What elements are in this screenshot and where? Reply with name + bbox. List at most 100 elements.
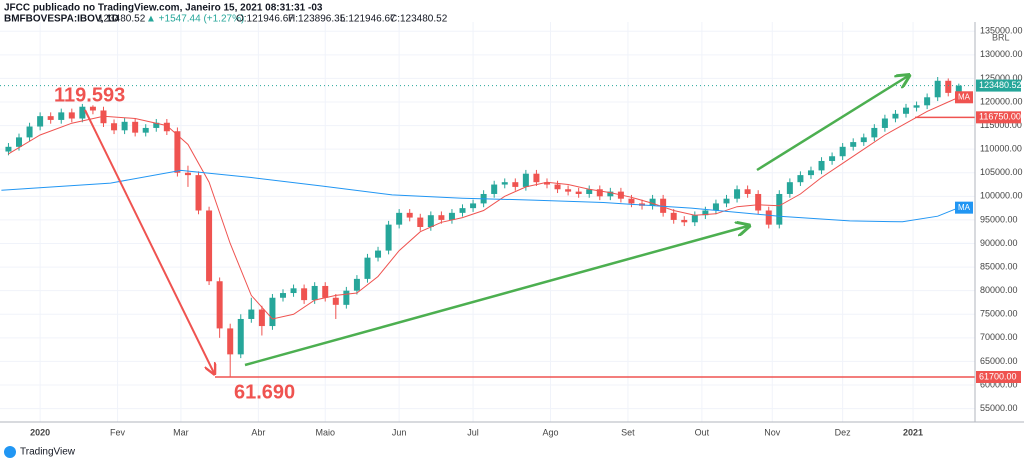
candle-body bbox=[290, 288, 297, 294]
candle-body bbox=[385, 224, 392, 251]
candle-body bbox=[670, 212, 677, 220]
candle-body bbox=[522, 173, 529, 187]
candle-body bbox=[79, 106, 86, 119]
candle-body bbox=[955, 85, 962, 93]
candle-body bbox=[786, 182, 793, 194]
x-tick-label: Set bbox=[621, 427, 635, 437]
x-tick-label: 2021 bbox=[903, 427, 923, 437]
candle-body bbox=[343, 290, 350, 305]
candle-body bbox=[723, 198, 730, 204]
y-tick-label: 55000.00 bbox=[980, 403, 1018, 413]
publisher: JFCC publicado no TradingView.com, Janei… bbox=[4, 3, 323, 14]
y-tick-label: 75000.00 bbox=[980, 309, 1018, 319]
candle-body bbox=[892, 113, 899, 119]
ohlc: H:123896.35 bbox=[288, 14, 346, 25]
candle-body bbox=[501, 182, 508, 185]
ohlc: C:123480.52 bbox=[390, 14, 448, 25]
ohlc: L:121946.67 bbox=[340, 14, 396, 25]
arrow bbox=[756, 76, 908, 172]
candle-body bbox=[58, 112, 65, 120]
y-tick-label: 120000.00 bbox=[980, 96, 1023, 106]
candle-body bbox=[311, 285, 318, 301]
candle-body bbox=[100, 110, 107, 124]
candle-body bbox=[68, 112, 75, 119]
y-tick-label: 135000.00 bbox=[980, 26, 1023, 36]
badge-label: 123480.52 bbox=[979, 80, 1022, 90]
ma-badge bbox=[955, 91, 973, 104]
last: 123480.52 bbox=[98, 14, 146, 25]
price-badge bbox=[976, 371, 1021, 383]
badge-label: 61700.00 bbox=[979, 371, 1017, 381]
candle-body bbox=[881, 118, 888, 128]
candle-body bbox=[396, 212, 403, 225]
candle-body bbox=[554, 184, 561, 190]
candle-body bbox=[258, 309, 265, 327]
candle-body bbox=[712, 203, 719, 211]
candle-body bbox=[448, 212, 455, 220]
y-tick-label: 125000.00 bbox=[980, 73, 1023, 83]
x-tick-label: Dez bbox=[835, 427, 852, 437]
y-tick-label: 65000.00 bbox=[980, 356, 1018, 366]
candle-body bbox=[491, 184, 498, 194]
x-tick-label: Abr bbox=[251, 427, 265, 437]
candle-body bbox=[47, 116, 54, 120]
x-tick-label: Jul bbox=[467, 427, 479, 437]
price-badge bbox=[976, 79, 1021, 92]
candle-body bbox=[153, 122, 160, 128]
price-badge bbox=[976, 111, 1021, 124]
candle-body bbox=[459, 208, 466, 213]
candle-body bbox=[142, 127, 149, 133]
x-tick-label: Nov bbox=[764, 427, 781, 437]
candle-body bbox=[5, 146, 12, 152]
candle-body bbox=[660, 198, 667, 213]
candle-body bbox=[565, 189, 572, 192]
candle-body bbox=[797, 175, 804, 183]
candle-body bbox=[607, 191, 614, 197]
candle-body bbox=[512, 182, 519, 187]
candle-body bbox=[755, 193, 762, 211]
legend-label: MA bbox=[958, 92, 971, 101]
ma-line bbox=[8, 96, 960, 320]
candle-body bbox=[26, 126, 33, 138]
candle-body bbox=[924, 97, 931, 106]
y-tick-label: 85000.00 bbox=[980, 261, 1018, 271]
candle-body bbox=[903, 107, 910, 114]
legend-label: MA bbox=[958, 203, 971, 212]
candle-body bbox=[871, 127, 878, 138]
candle-body bbox=[702, 210, 709, 216]
candle-body bbox=[417, 217, 424, 227]
candle-body bbox=[216, 281, 223, 329]
candle-body bbox=[628, 198, 635, 204]
candle-body bbox=[163, 122, 170, 132]
x-tick-label: Ago bbox=[542, 427, 558, 437]
candle-body bbox=[427, 215, 434, 227]
symbol: BMFBOVESPA:IBOV, 1D bbox=[4, 14, 119, 25]
ma-badge bbox=[955, 201, 973, 214]
candle-body bbox=[829, 156, 836, 161]
ma-line bbox=[1, 169, 959, 223]
candle-body bbox=[649, 198, 656, 206]
candle-body bbox=[945, 80, 952, 93]
candle-body bbox=[575, 191, 582, 194]
candle-body bbox=[765, 210, 772, 225]
candle-body bbox=[913, 105, 920, 108]
candle-body bbox=[807, 170, 814, 176]
candle-body bbox=[839, 146, 846, 157]
candle-body bbox=[89, 106, 96, 111]
candle-body bbox=[596, 189, 603, 197]
candle-body bbox=[279, 293, 286, 298]
y-tick-label: 95000.00 bbox=[980, 214, 1018, 224]
candle-body bbox=[681, 219, 688, 223]
badge-label: 116750.00 bbox=[979, 112, 1021, 122]
candle-body bbox=[195, 175, 202, 211]
candle-body bbox=[691, 215, 698, 223]
candle-body bbox=[206, 210, 213, 282]
candle-body bbox=[586, 189, 593, 194]
candle-body bbox=[111, 123, 118, 131]
x-tick-label: 2020 bbox=[30, 427, 50, 437]
y-tick-label: 80000.00 bbox=[980, 285, 1018, 295]
y-tick-label: 115000.00 bbox=[980, 120, 1022, 130]
candle-body bbox=[353, 278, 360, 291]
